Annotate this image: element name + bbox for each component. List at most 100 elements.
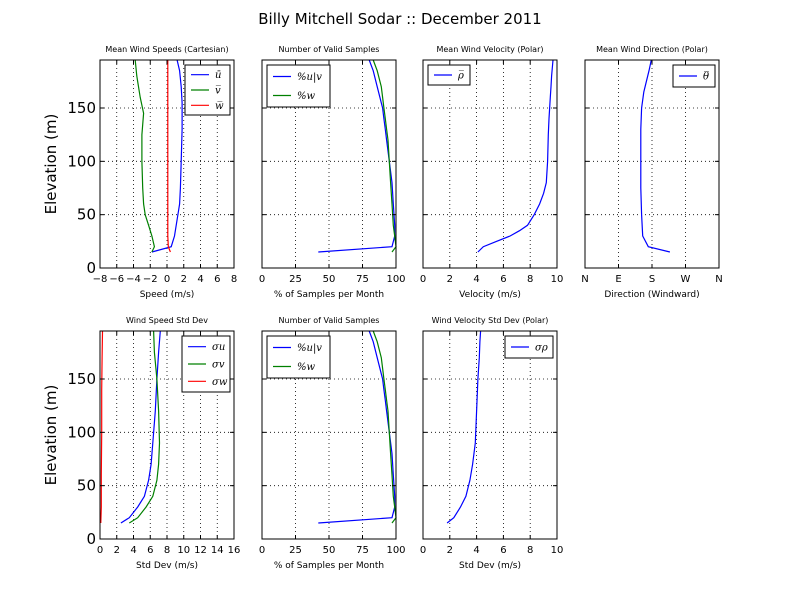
- x-tick-label: 10: [551, 545, 564, 556]
- chart-panel-4: Mean Wind Direction (Polar) N E S W N Directio…: [581, 45, 722, 300]
- x-tick-label: 75: [356, 545, 369, 556]
- y-tick-label: 0: [86, 530, 96, 548]
- x-tick-label: 2: [114, 545, 120, 556]
- y-tick-label: 0: [86, 259, 96, 277]
- series-line-1: [447, 331, 481, 523]
- chart-panel-3: Mean Wind Velocity (Polar)0 2 4 6 8 10Velocit…: [420, 45, 564, 300]
- x-axis-label: Speed (m/s): [140, 290, 195, 300]
- panel-title: Wind Speed Std Dev: [126, 316, 208, 325]
- x-tick-label: 8: [164, 545, 170, 556]
- x-tick-label: 0: [97, 545, 103, 556]
- x-axis-label: % of Samples per Month: [274, 561, 384, 571]
- legend-label: %u|v: [297, 343, 322, 354]
- chart-panel-7: Wind Velocity Std Dev (Polar) 0 2 4 6 8 10 Std …: [420, 316, 564, 571]
- legend-label: σv: [212, 360, 225, 371]
- series-line-2: [373, 60, 396, 252]
- series-line-1: [478, 60, 553, 252]
- x-tick-label: 4: [197, 274, 203, 285]
- x-tick-label: −4: [126, 274, 141, 285]
- x-tick-label: N: [581, 274, 588, 285]
- x-tick-label: 50: [323, 545, 336, 556]
- x-axis-label: Std Dev (m/s): [136, 561, 198, 571]
- x-tick-label: 10: [551, 274, 564, 285]
- x-tick-label: −2: [143, 274, 158, 285]
- x-tick-label: W: [681, 274, 691, 285]
- y-axis-label: Elevation (m): [42, 114, 60, 215]
- x-tick-label: 100: [386, 545, 405, 556]
- legend-label: %w: [297, 91, 316, 102]
- x-tick-label: 6: [500, 545, 506, 556]
- x-tick-label: 0: [259, 545, 265, 556]
- legend-label: σu: [212, 342, 225, 353]
- y-tick-label: 50: [77, 477, 96, 495]
- x-tick-label: 8: [527, 274, 533, 285]
- x-tick-label: 2: [181, 274, 187, 285]
- series-line-2: [135, 60, 154, 252]
- series-line-1: [121, 331, 160, 523]
- legend-label: ū: [215, 70, 221, 81]
- x-tick-label: N: [715, 274, 722, 285]
- x-tick-label: 6: [214, 274, 220, 285]
- y-tick-label: 150: [67, 99, 96, 117]
- x-axis-label: Std Dev (m/s): [459, 561, 521, 571]
- x-tick-label: 8: [231, 274, 237, 285]
- series-line-1: [641, 60, 670, 252]
- y-tick-label: 100: [67, 152, 96, 170]
- x-tick-label: 50: [323, 274, 336, 285]
- x-tick-label: 0: [420, 274, 426, 285]
- legend: ū v̅ w̅: [185, 65, 230, 115]
- x-tick-label: 2: [447, 545, 453, 556]
- legend-label: %u|v: [297, 72, 322, 83]
- x-axis-label: Direction (Windward): [604, 290, 699, 300]
- legend: %u|v %w: [267, 336, 330, 378]
- x-tick-label: 0: [259, 274, 265, 285]
- chart-panel-6: Number of Valid Samples 0 25 50 75 100% of Sa…: [259, 316, 406, 571]
- figure-title: Billy Mitchell Sodar :: December 2011: [258, 10, 541, 28]
- x-tick-label: −6: [109, 274, 124, 285]
- chart-panel-1: Mean Wind Speeds (Cartesian)−8 −6 −4 −2 0 2 4 6…: [42, 45, 237, 300]
- x-tick-label: 4: [130, 545, 136, 556]
- y-tick-label: 50: [77, 206, 96, 224]
- figure: Billy Mitchell Sodar :: December 2011 Me…: [0, 0, 800, 600]
- legend: ρ̅: [428, 65, 470, 85]
- x-tick-label: 25: [289, 545, 302, 556]
- y-tick-label: 100: [67, 423, 96, 441]
- x-tick-label: S: [649, 274, 655, 285]
- series-line-3: [168, 60, 171, 252]
- legend-label: w̅: [215, 101, 224, 112]
- legend: σu σv σw: [182, 336, 230, 392]
- x-tick-label: 4: [473, 545, 479, 556]
- axes-frame: [423, 331, 557, 539]
- panel-title: Wind Velocity Std Dev (Polar): [432, 316, 549, 325]
- x-tick-label: 100: [386, 274, 405, 285]
- x-tick-label: 6: [500, 274, 506, 285]
- x-tick-label: 4: [473, 274, 479, 285]
- x-axis-label: % of Samples per Month: [274, 290, 384, 300]
- legend-label: σρ: [535, 343, 548, 354]
- legend-label: ρ̅: [457, 71, 464, 82]
- series-line-2: [373, 331, 396, 523]
- x-tick-label: 6: [147, 545, 153, 556]
- series-line-3: [101, 331, 103, 523]
- y-tick-label: 150: [67, 370, 96, 388]
- axes-frame: [423, 60, 557, 268]
- x-axis-label: Velocity (m/s): [459, 290, 521, 300]
- legend-label: v̅: [215, 86, 221, 97]
- legend-label: θ̅: [703, 72, 709, 83]
- x-tick-label: 0: [420, 545, 426, 556]
- x-tick-label: 25: [289, 274, 302, 285]
- panel-title: Number of Valid Samples: [279, 45, 380, 54]
- panel-title: Mean Wind Speeds (Cartesian): [105, 45, 228, 54]
- x-tick-label: 10: [177, 545, 190, 556]
- panel-title: Number of Valid Samples: [279, 316, 380, 325]
- x-tick-label: 8: [527, 545, 533, 556]
- x-tick-label: 14: [211, 545, 224, 556]
- legend: σρ: [505, 336, 553, 358]
- legend: %u|v %w: [267, 65, 330, 107]
- x-tick-label: 2: [447, 274, 453, 285]
- legend-label: %w: [297, 362, 316, 373]
- x-tick-label: 75: [356, 274, 369, 285]
- x-tick-label: E: [615, 274, 621, 285]
- panel-title: Mean Wind Direction (Polar): [596, 45, 708, 54]
